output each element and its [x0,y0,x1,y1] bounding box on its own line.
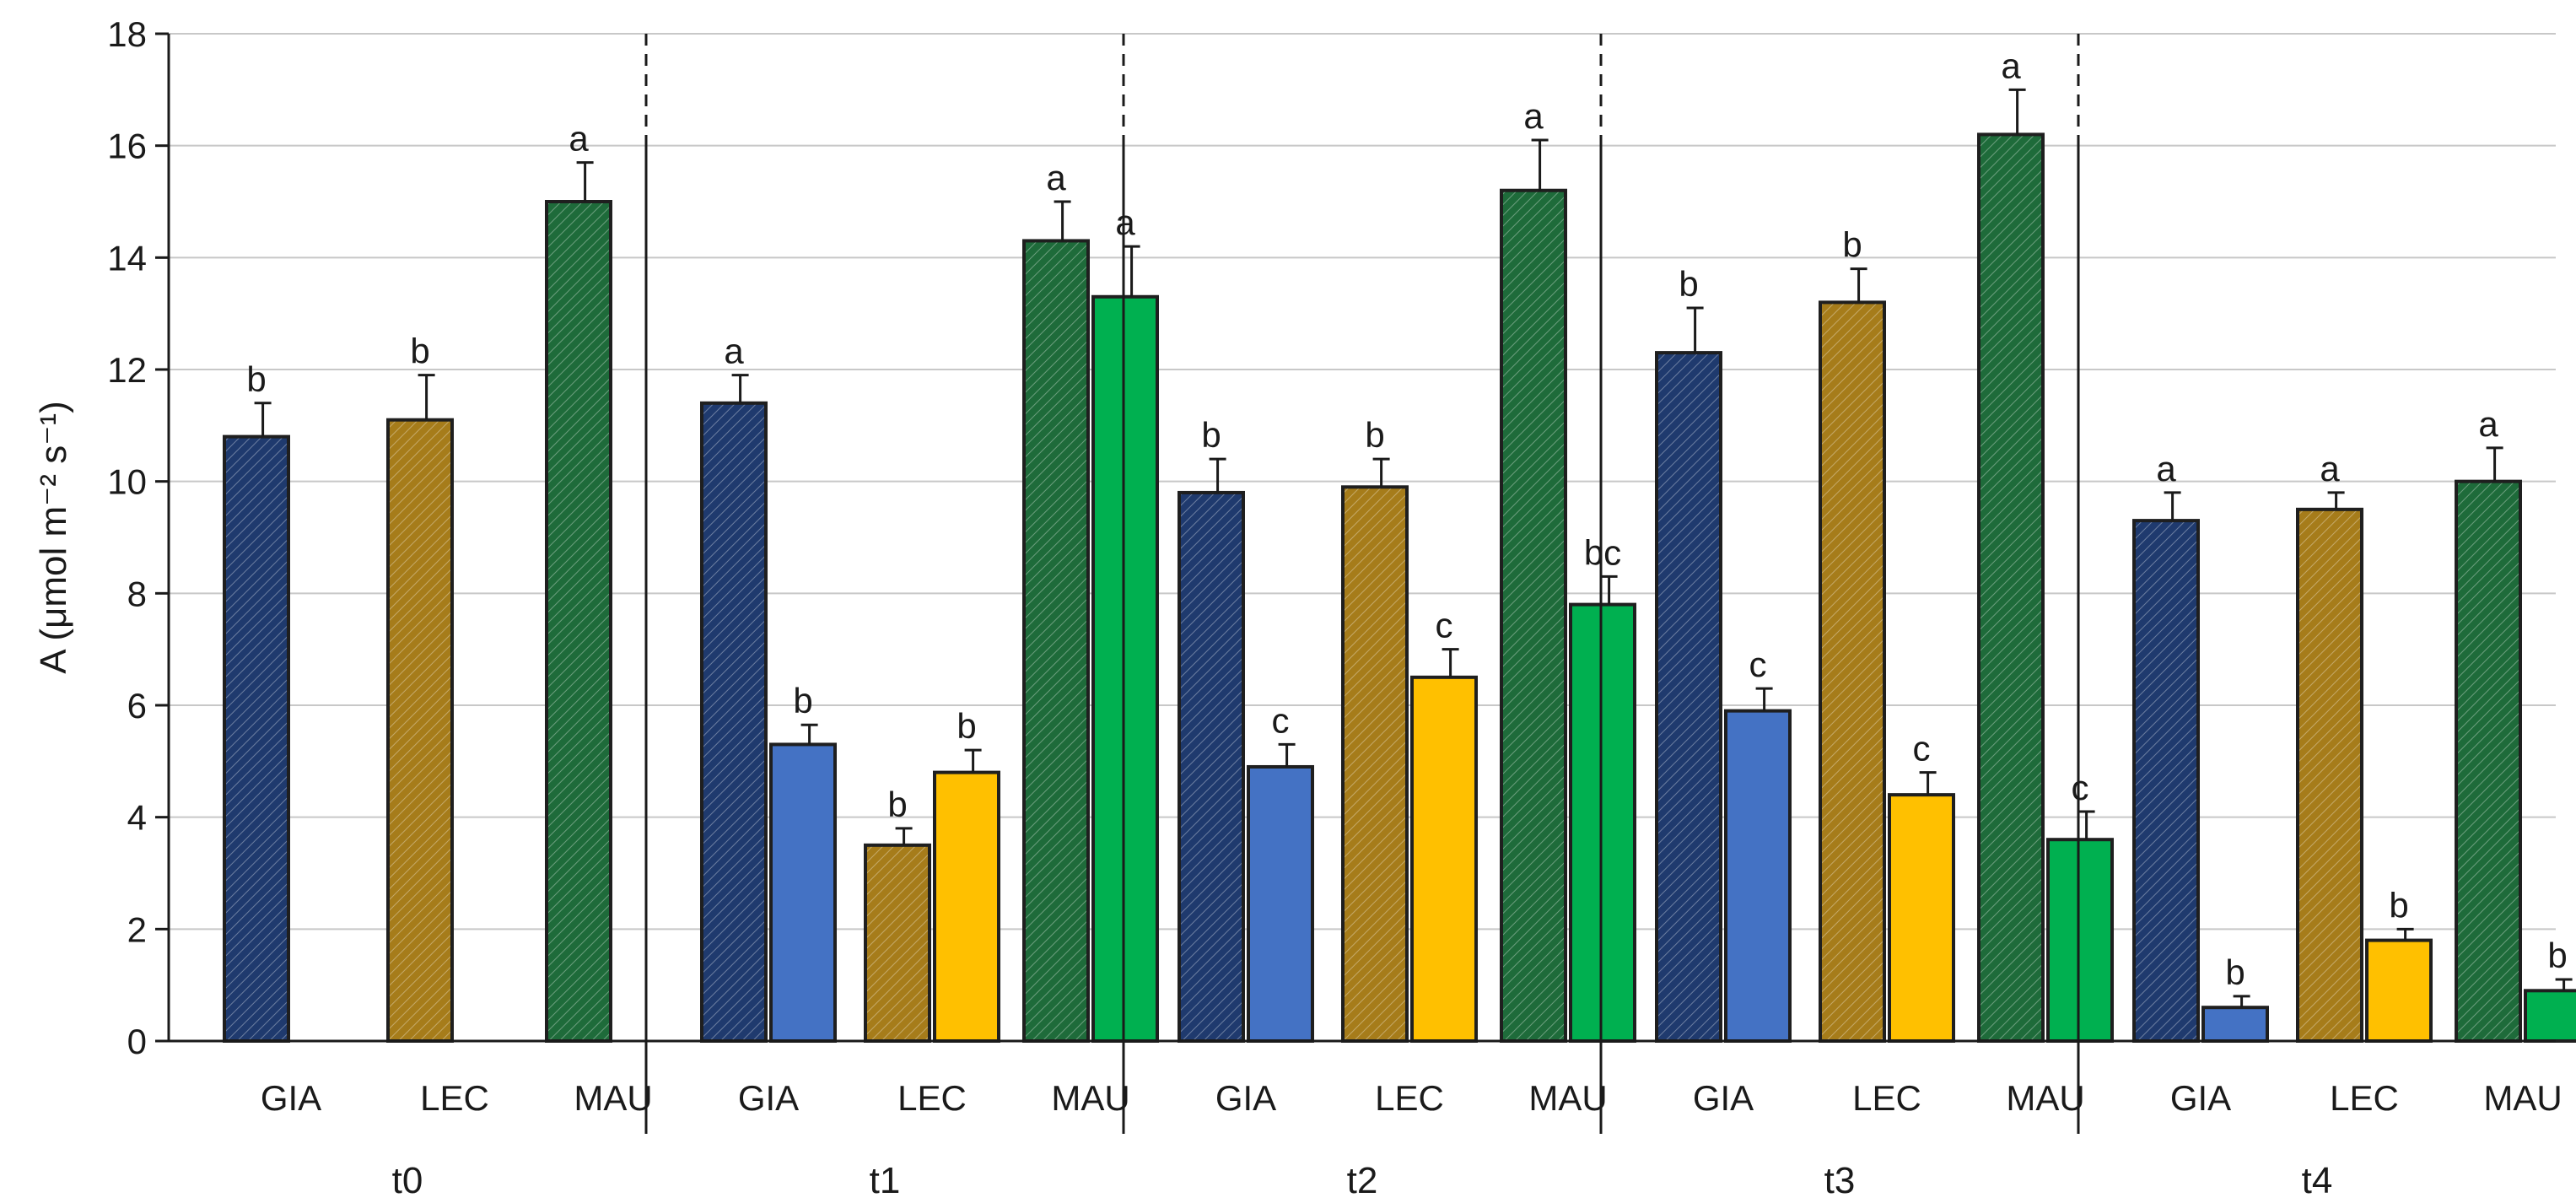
labels: 0 2 4 6 8 10 12 14 16 18 A (μmol m⁻² s⁻¹) b GIA b LEC a… [33,14,2568,1201]
significance-letter: a [2320,449,2340,488]
category-label: MAU [2006,1078,2084,1118]
significance-letter: b [1679,264,1698,304]
bar-gia-stress-t3 [1724,709,1792,1044]
bar-lec-control-t1 [864,843,931,1043]
y-tick-label: 4 [127,798,147,838]
significance-letter: b [2389,885,2408,925]
time-point-label: t4 [2302,1160,2333,1201]
bar-lec-control-t2 [1341,485,1409,1043]
category-label: MAU [1528,1078,1607,1118]
significance-letter: b [1842,225,1862,265]
bar-lec-control-t3 [1819,300,1886,1043]
bar-lec-control-t4 [2296,507,2363,1043]
significance-letter: b [2547,936,2567,975]
y-tick-label: 8 [127,574,147,613]
significance-letter: b [2225,952,2245,992]
category-label: GIA [1215,1078,1276,1118]
y-tick-label: 2 [127,909,147,949]
bar-gia-stress-t1 [769,742,837,1044]
category-label: MAU [574,1078,652,1118]
significance-letter: bc [1584,532,1621,572]
category-label: GIA [261,1078,321,1118]
significance-letter: b [410,332,429,371]
bar-lec-stress-t4 [2365,938,2433,1043]
significance-letter: a [724,332,744,371]
bar-gia-control-t1 [700,401,768,1043]
bar-mau-control-t3 [1977,132,2045,1043]
y-tick-label: 16 [107,127,147,166]
time-point-label: t0 [392,1160,423,1201]
time-point-label: t2 [1347,1160,1378,1201]
significance-letter: b [1365,415,1384,455]
bar-mau-stress-t2 [1569,602,1636,1043]
y-tick-label: 6 [127,686,147,726]
bars [223,88,2576,1044]
significance-letter: a [1046,158,1066,197]
bar-mau-stress-t1 [1091,294,1159,1043]
significance-letter: b [887,785,907,824]
y-tick-label: 18 [107,14,147,54]
significance-letter: b [1201,415,1221,455]
significance-letter: a [2001,46,2021,85]
category-label: LEC [897,1078,967,1118]
bar-gia-stress-t2 [1247,764,1314,1043]
y-tick-label: 0 [127,1022,147,1061]
significance-letter: a [569,119,589,159]
significance-letter: a [2156,449,2176,488]
bar-gia-control-t3 [1655,351,1722,1044]
category-label: LEC [420,1078,489,1118]
category-label: LEC [1852,1078,1921,1118]
category-label: GIA [1693,1078,1754,1118]
significance-letter: c [1913,729,1931,769]
time-point-label: t3 [1824,1160,1856,1201]
category-label: MAU [1051,1078,1129,1118]
significance-letter: b [793,681,812,720]
category-label: LEC [1375,1078,1444,1118]
bar-gia-control-t2 [1178,490,1245,1043]
significance-letter: c [1272,700,1290,740]
bar-mau-control-t2 [1500,188,1567,1043]
bar-mau-stress-t4 [2524,989,2576,1044]
bar-mau-control-t1 [1022,239,1090,1043]
y-tick-label: 14 [107,238,147,278]
significance-letter: c [1749,645,1767,684]
bar-lec-stress-t3 [1888,793,1955,1044]
significance-letter: a [1115,202,1135,242]
bar-gia-control-t0 [223,434,290,1043]
axes [155,32,2556,1134]
category-label: MAU [2483,1078,2562,1118]
category-label: GIA [2170,1078,2231,1118]
bar-gia-control-t4 [2132,519,2200,1043]
y-axis-title: A (μmol m⁻² s⁻¹) [33,401,74,674]
bar-lec-control-t0 [386,418,454,1043]
bar-lec-stress-t1 [933,770,1000,1043]
category-label: GIA [738,1078,799,1118]
bar-mau-control-t4 [2455,479,2522,1043]
y-tick-label: 12 [107,350,147,390]
time-point-label: t1 [870,1160,901,1201]
significance-letter: b [246,359,266,399]
bar-gia-stress-t4 [2201,1006,2269,1043]
bar-mau-stress-t3 [2046,838,2114,1044]
significance-letter: b [957,706,976,746]
significance-letter: c [2072,768,2089,807]
significance-letter: a [1523,96,1544,136]
bar-mau-control-t0 [545,200,612,1043]
significance-letter: c [1436,606,1453,645]
category-label: LEC [2330,1078,2399,1118]
bar-lec-stress-t2 [1410,675,1478,1043]
y-tick-label: 10 [107,462,147,502]
significance-letter: a [2478,404,2498,444]
